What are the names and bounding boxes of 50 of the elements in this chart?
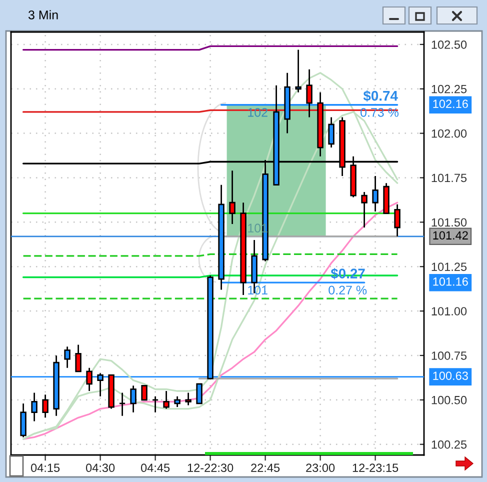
text: 102.16 <box>433 100 468 108</box>
candlestick <box>42 394 48 418</box>
x-tick-label: 12-23:15 <box>352 464 398 472</box>
text: 101.42 <box>433 231 468 240</box>
y-tick-label: 101.75 <box>432 174 467 182</box>
candlestick <box>118 392 126 417</box>
candlestick <box>295 49 302 94</box>
y-tick-label: 102.25 <box>432 84 467 94</box>
x-tick-label: 04:45 <box>140 464 170 472</box>
ref-line-label: 100.63 <box>433 372 468 380</box>
candlestick <box>20 402 26 438</box>
candlestick <box>75 344 82 372</box>
y-tick-label: 100.75 <box>432 352 467 360</box>
candlestick <box>174 396 180 408</box>
y-tick-label: 101.00 <box>432 307 467 316</box>
candlestick <box>317 92 324 158</box>
candlestick <box>108 374 114 410</box>
candlestick <box>196 383 202 404</box>
candlestick <box>130 384 136 414</box>
x-tick-label: 22:45 <box>251 464 280 472</box>
y-tick-label: 100.25 <box>432 440 467 449</box>
x-tick-label: 04:30 <box>86 464 115 472</box>
candlestick <box>86 367 92 392</box>
y-tick-label: 102.50 <box>432 40 467 49</box>
candlestick <box>31 392 38 422</box>
line-series <box>22 202 398 440</box>
y-tick-label: 100.50 <box>432 396 467 404</box>
candlestick <box>328 116 334 148</box>
candlestick <box>141 384 148 401</box>
y-tick-label: 102.00 <box>432 129 467 138</box>
x-tick-label: 12-22:30 <box>188 464 234 472</box>
text: 101.16 <box>433 277 468 286</box>
candlestick <box>361 191 368 228</box>
candlestick <box>372 175 378 212</box>
candlestick <box>240 202 246 296</box>
candlestick <box>306 68 312 118</box>
candlestick <box>64 346 70 369</box>
candlestick <box>185 392 192 406</box>
chart-title: 3 Min <box>28 10 58 20</box>
candlestick <box>163 390 170 410</box>
y-tick-label: 101.25 <box>432 262 467 271</box>
candlestick <box>383 182 390 214</box>
x-tick-label: 04:15 <box>30 464 60 472</box>
candlestick <box>229 170 236 225</box>
candlestick <box>152 396 159 414</box>
annotation: 0.27 % <box>328 286 367 295</box>
x-tick-label: 23:00 <box>306 464 335 472</box>
candlestick <box>394 204 400 238</box>
y-tick-label: 101.50 <box>432 218 467 227</box>
annotation: $0.74 <box>363 90 398 102</box>
